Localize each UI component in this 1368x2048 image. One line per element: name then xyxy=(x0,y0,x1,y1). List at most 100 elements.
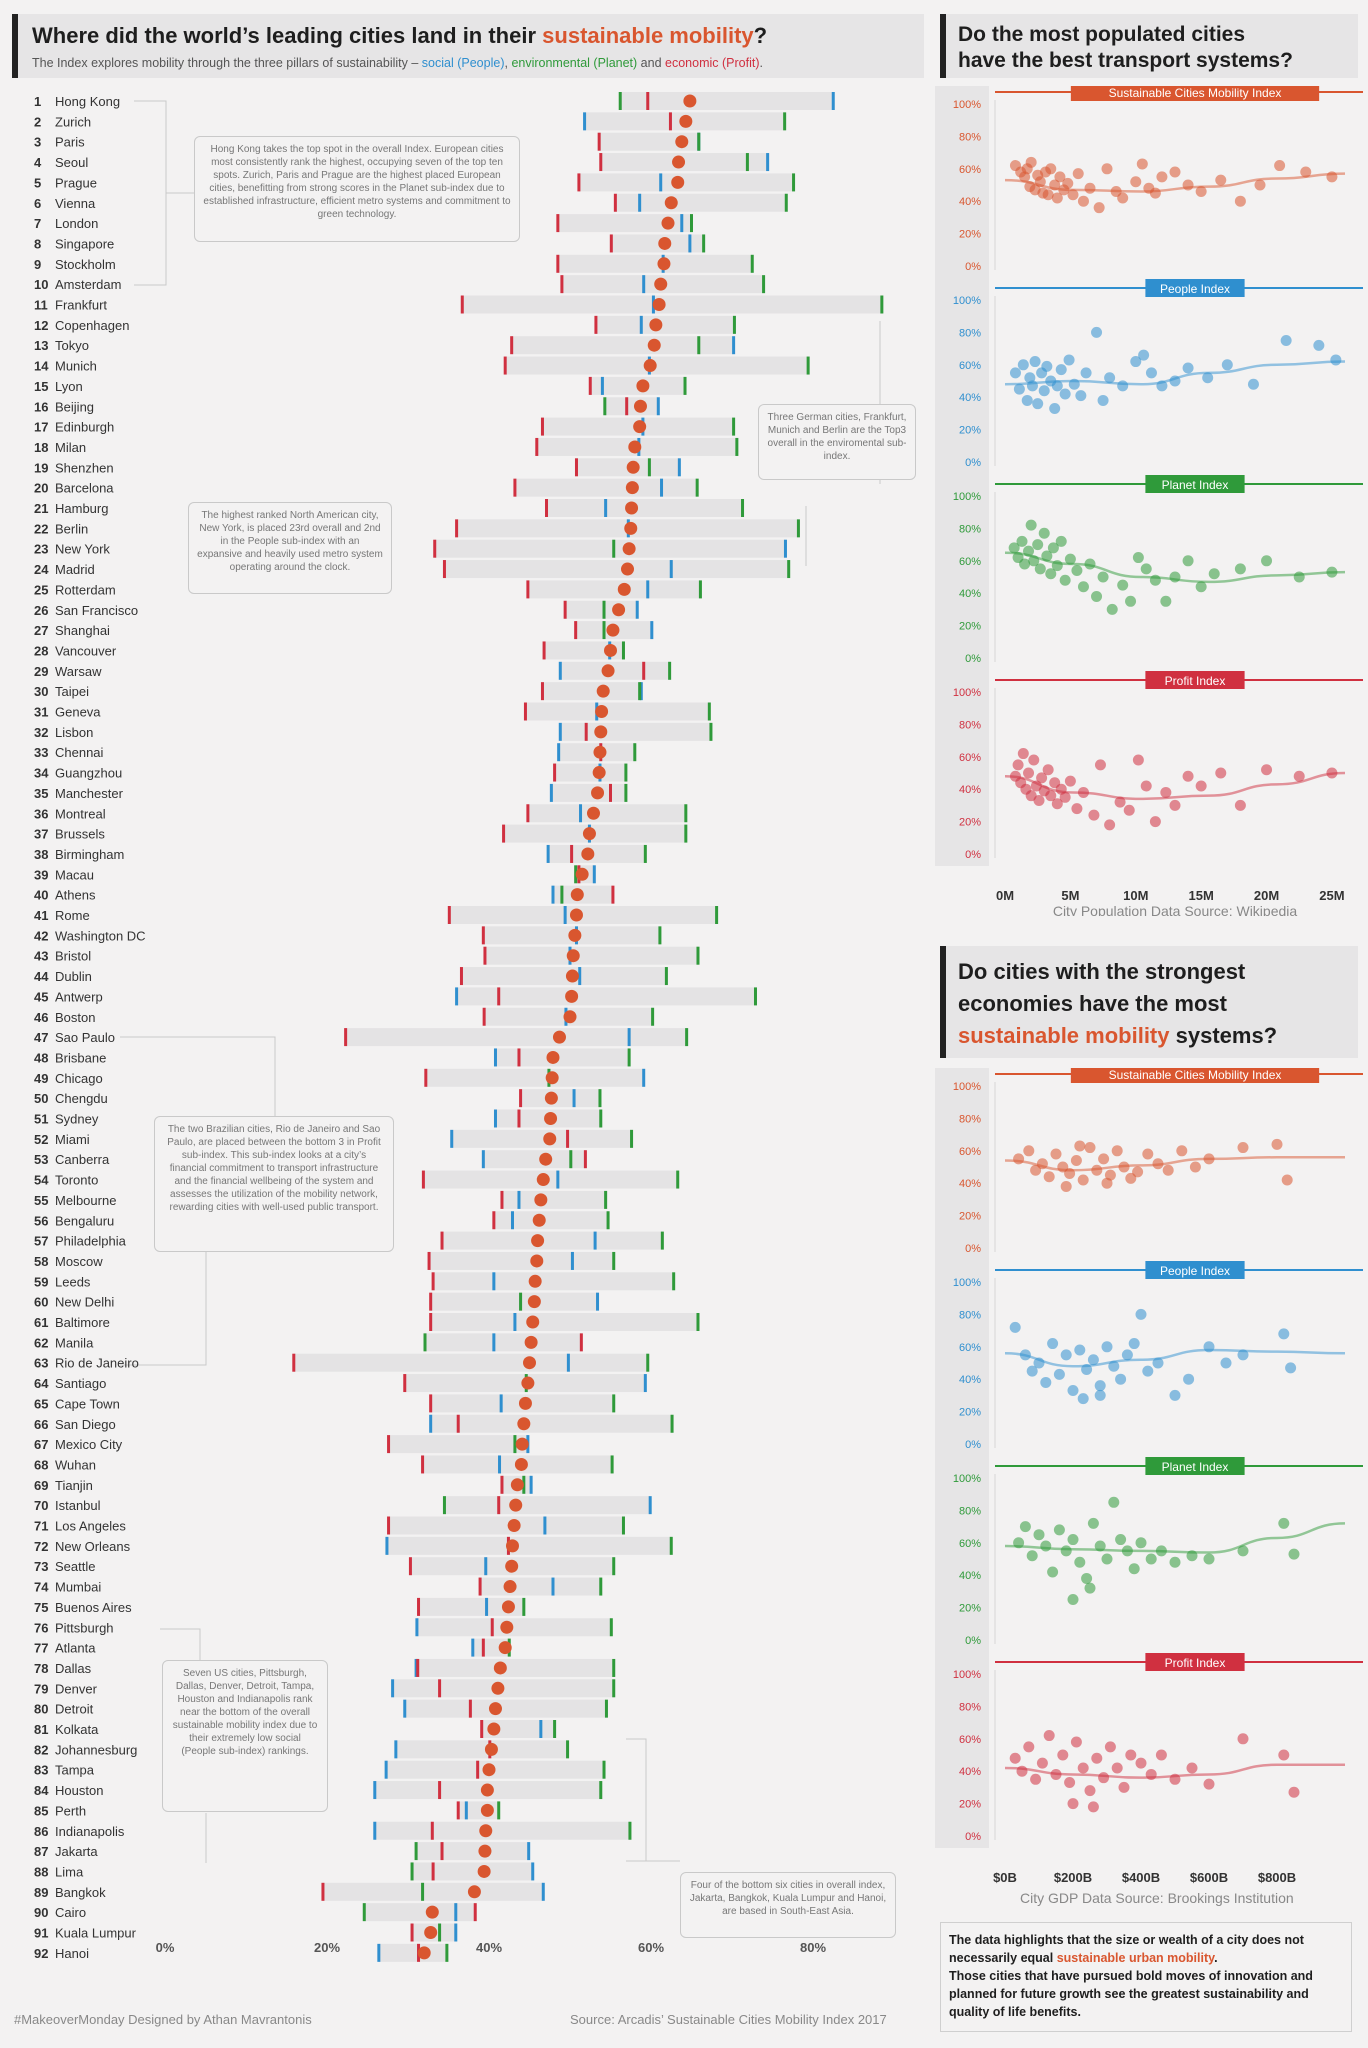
city-name: Prague xyxy=(55,175,97,190)
city-row-67: 67 Mexico City xyxy=(34,1435,530,1454)
profit-mark xyxy=(438,1679,442,1698)
y-tick-label: 100% xyxy=(953,1277,981,1289)
planet-mark xyxy=(602,1760,606,1779)
people-mark xyxy=(377,1943,381,1962)
city-rank: 32 xyxy=(34,725,48,740)
profit-mark xyxy=(513,478,517,497)
city-rank: 9 xyxy=(34,257,41,272)
data-point xyxy=(1160,786,1172,798)
city-row-62: 62 Manila xyxy=(34,1333,583,1352)
panel-label: Sustainable Cities Mobility Index xyxy=(1109,86,1282,100)
people-mark xyxy=(600,376,604,395)
data-point xyxy=(1106,603,1118,615)
city-range-bar xyxy=(544,641,624,660)
city-range-bar xyxy=(527,804,686,823)
x-tick-label-3: 15M xyxy=(1189,888,1214,903)
city-name: Warsaw xyxy=(55,664,102,679)
data-point xyxy=(1169,1773,1181,1785)
city-name: Wuhan xyxy=(55,1457,96,1472)
planet-mark xyxy=(750,254,754,273)
city-row-68: 68 Wuhan xyxy=(34,1455,614,1474)
people-mark xyxy=(485,1597,489,1616)
profit-mark xyxy=(440,1842,444,1861)
overall-dot xyxy=(480,1803,494,1817)
note-hong-kong: Hong Kong takes the top spot in the over… xyxy=(194,136,520,242)
overall-dot xyxy=(484,1742,498,1756)
y-tick-label: 20% xyxy=(959,229,981,241)
data-point xyxy=(1326,171,1338,183)
data-point xyxy=(1017,748,1029,760)
y-tick-label: 80% xyxy=(959,327,981,339)
overall-dot xyxy=(633,420,647,434)
city-range-bar xyxy=(444,1496,651,1515)
data-point xyxy=(1182,179,1194,191)
data-point xyxy=(1108,1496,1120,1508)
data-point xyxy=(1203,1341,1215,1353)
data-point xyxy=(1077,581,1089,593)
overall-dot xyxy=(491,1681,505,1695)
overall-dot xyxy=(563,1010,577,1024)
profit-mark xyxy=(497,1496,501,1515)
data-point xyxy=(1186,1550,1198,1562)
city-row-77: 77 Atlanta xyxy=(34,1638,512,1657)
data-point xyxy=(1019,558,1031,570)
data-point xyxy=(1091,1752,1103,1764)
city-rank: 16 xyxy=(34,399,48,414)
gdp-title-box: Do cities with the strongest economies h… xyxy=(940,946,1358,1058)
gdp-title-accent: sustainable mobility xyxy=(958,1023,1170,1048)
data-point xyxy=(1237,1733,1249,1745)
data-point xyxy=(1071,565,1083,577)
city-name: Antwerp xyxy=(55,989,103,1004)
data-point xyxy=(1330,354,1342,366)
x-tick-label-3: $600B xyxy=(1190,1870,1228,1885)
city-rank: 24 xyxy=(34,562,49,577)
data-point xyxy=(1013,1537,1025,1549)
planet-mark xyxy=(610,1455,614,1474)
data-point xyxy=(1030,1773,1042,1785)
planet-mark xyxy=(612,1658,616,1677)
profit-mark xyxy=(535,437,539,456)
profit-mark xyxy=(433,539,437,558)
city-row-61: 61 Baltimore xyxy=(34,1313,700,1331)
y-axis-band xyxy=(935,1068,989,1848)
city-name: Moscow xyxy=(55,1254,103,1269)
people-mark xyxy=(529,1475,533,1494)
city-range-bar xyxy=(451,1129,632,1148)
city-rank: 40 xyxy=(34,888,48,903)
overall-dot xyxy=(534,1193,548,1207)
planet-mark xyxy=(624,763,628,782)
y-tick-label: 100% xyxy=(953,99,981,111)
profit-mark xyxy=(468,1699,472,1718)
city-name: Vienna xyxy=(55,196,96,211)
profit-mark xyxy=(442,560,446,579)
city-name: Berlin xyxy=(55,521,88,536)
people-mark xyxy=(492,1333,496,1352)
profit-mark xyxy=(500,1190,504,1209)
profit-mark xyxy=(455,519,459,538)
planet-mark xyxy=(638,682,642,701)
overall-dot xyxy=(532,1213,546,1227)
y-tick-label: 60% xyxy=(959,1146,981,1158)
city-name: Kuala Lumpur xyxy=(55,1926,137,1941)
data-point xyxy=(1067,189,1079,201)
y-tick-label: 20% xyxy=(959,621,981,633)
planet-mark xyxy=(604,1190,608,1209)
panel-3: Profit Index 100% 80% 60% 40% 20% 0% xyxy=(953,1653,1363,1843)
city-range-bar xyxy=(501,1190,606,1209)
data-point xyxy=(1195,185,1207,197)
overall-dot xyxy=(621,562,635,576)
data-point xyxy=(1101,163,1113,175)
city-row-16: 16 Beijing xyxy=(34,397,660,416)
data-point xyxy=(1068,378,1080,390)
data-point xyxy=(1023,1741,1035,1753)
city-row-65: 65 Cape Town xyxy=(34,1394,616,1413)
city-name: Beijing xyxy=(55,399,94,414)
overall-dot xyxy=(424,1926,438,1939)
city-rank: 77 xyxy=(34,1641,48,1656)
data-point xyxy=(1271,1138,1283,1150)
city-row-4: 4 Seoul xyxy=(34,153,770,172)
city-rank: 29 xyxy=(34,664,48,679)
profit-mark xyxy=(490,1618,494,1637)
city-rank: 72 xyxy=(34,1539,48,1554)
data-point xyxy=(1045,163,1057,175)
